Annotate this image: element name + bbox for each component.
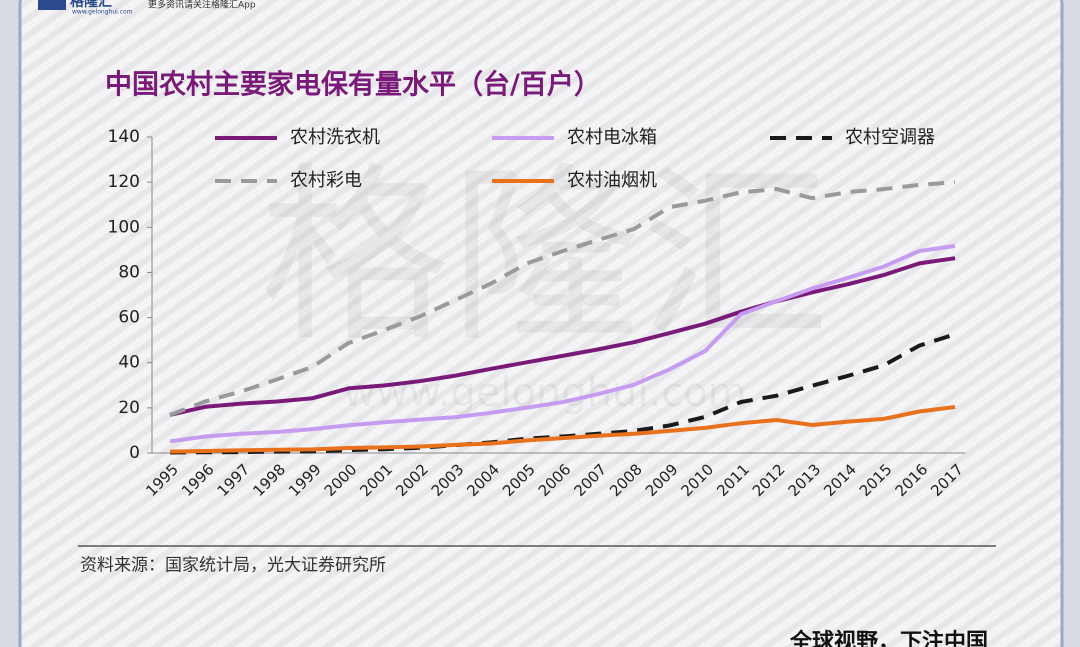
- series-line: [169, 256, 956, 417]
- footer-slogan: 全球视野，下注中国: [789, 629, 988, 647]
- y-tick-label: 20: [118, 398, 140, 418]
- y-tick-label: 140: [108, 127, 140, 147]
- legend-label: 农村油烟机: [567, 170, 657, 191]
- legend-label: 农村彩电: [290, 170, 362, 191]
- chart-title: 中国农村主要家电保有量水平（台/百户）: [105, 69, 601, 101]
- series-line: [169, 180, 956, 417]
- y-tick-label: 0: [129, 443, 140, 463]
- y-tick-label: 120: [108, 172, 140, 192]
- y-tick-label: 40: [118, 353, 140, 373]
- series-line: [169, 244, 956, 444]
- watermark: 格隆汇: [260, 146, 830, 367]
- legend-label: 农村洗衣机: [290, 127, 380, 148]
- y-tick-label: 60: [118, 308, 140, 328]
- legend-label: 农村电冰箱: [567, 127, 657, 148]
- logo: 格隆汇: [70, 0, 112, 10]
- logo-icon: [38, 0, 66, 10]
- y-tick-label: 80: [118, 262, 140, 282]
- y-tick-label: 100: [108, 217, 140, 237]
- logo-site: www.gelonghui.com: [72, 9, 133, 16]
- series-line: [169, 405, 956, 454]
- card: [18, 0, 1064, 647]
- source: 资料来源：国家统计局，光大证券研究所: [80, 556, 386, 576]
- legend-label: 农村空调器: [845, 127, 935, 148]
- watermark-url: www.gelonghui.com: [343, 370, 746, 416]
- tagline: 更多资讯请关注格隆汇App: [148, 0, 256, 11]
